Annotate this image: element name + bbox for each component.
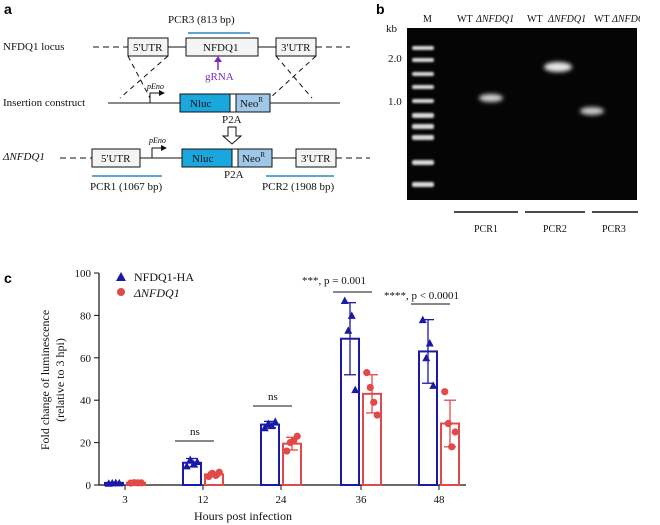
panel-a-letter: a: [4, 1, 12, 17]
insertion-neo-sup: R: [258, 96, 263, 104]
mutant-neo: Neo: [242, 153, 261, 165]
insertion-peno: pEno: [146, 82, 164, 91]
y-tick-label: 80: [80, 310, 92, 322]
data-point: [267, 421, 276, 430]
data-point: [347, 311, 356, 319]
bar: [260, 423, 280, 486]
svg-text:NeoR: NeoR: [240, 96, 263, 110]
x-tick-label: 12: [198, 494, 209, 506]
data-point: [189, 459, 198, 468]
gel-lane-3: WT: [527, 14, 543, 25]
insertion-nluc: Nluc: [190, 98, 212, 110]
legend-label-2: ΔNFDQ1: [133, 286, 180, 300]
gel-size-2kb: 2.0: [388, 53, 402, 65]
mutant-p2a: P2A: [224, 169, 244, 181]
gel-lane-4: ΔNFDQ1: [547, 14, 586, 25]
mutant-5utr: 5'UTR: [101, 153, 131, 165]
data-point: [422, 353, 431, 362]
data-point: [363, 369, 371, 377]
gel-lane-2: ΔNFDQ1: [475, 14, 514, 25]
data-point: [137, 479, 145, 487]
data-point: [344, 326, 353, 334]
gel-lane-5: WT: [594, 14, 610, 25]
locus-gene: NFDQ1: [203, 42, 238, 54]
data-point: [115, 478, 124, 487]
data-point: [370, 398, 378, 406]
mutant-nluc: Nluc: [192, 153, 214, 165]
mutant-3utr: 3'UTR: [301, 153, 331, 165]
gel-kb-label: kb: [386, 23, 398, 35]
gel-size-1kb: 1.0: [388, 96, 402, 108]
mutant-neo-sup: R: [260, 151, 265, 159]
gel-lane-1: WT: [457, 14, 473, 25]
data-point: [351, 385, 360, 394]
x-tick-label: 3: [122, 494, 128, 506]
data-point: [293, 432, 301, 440]
gel-marker-label: M: [423, 14, 432, 25]
plot-area: 0 20 40 60 80 100 3 12 24 36 48: [75, 268, 466, 506]
annotation-48h: ****, p < 0.0001: [384, 290, 459, 302]
data-point: [451, 428, 459, 436]
data-point: [448, 443, 456, 451]
pcr3-label: PCR3 (813 bp): [168, 14, 235, 26]
data-point: [260, 423, 269, 432]
panel-b-gel: b kb M WT ΔNFDQ1 WT ΔNFDQ1 WT ΔNFDQ1 2.0…: [376, 1, 640, 235]
svg-text:NeoR: NeoR: [242, 151, 265, 165]
data-point: [425, 338, 434, 347]
x-axis-title: Hours post infection: [194, 509, 292, 523]
data-point: [215, 468, 223, 476]
panel-a-diagram: a PCR3 (813 bp) NFDQ1 locus 5'UTR NFDQ1 …: [2, 1, 370, 193]
mutant-peno: pEno: [148, 136, 166, 145]
locus-5utr: 5'UTR: [133, 42, 163, 54]
annotation-24h: ns: [268, 391, 278, 403]
data-point: [340, 296, 349, 305]
insertion-label: Insertion construct: [3, 97, 85, 109]
data-point: [271, 417, 280, 425]
data-point: [283, 447, 291, 455]
x-tick-label: 36: [356, 494, 368, 506]
annotation-12h: ns: [190, 426, 200, 438]
x-tick-label: 24: [276, 494, 288, 506]
data-point: [418, 315, 427, 324]
gel-image: [407, 28, 637, 200]
data-point: [186, 455, 195, 464]
legend-marker-1: [116, 272, 126, 281]
panel-b-letter: b: [376, 1, 385, 17]
panel-c-letter: c: [4, 270, 12, 286]
data-point: [429, 381, 438, 389]
pcr2-label: PCR2 (1908 bp): [262, 181, 334, 193]
data-point: [366, 383, 374, 392]
data-point: [373, 411, 381, 419]
locus-3utr: 3'UTR: [281, 42, 311, 54]
mutant-label: ΔNFDQ1: [2, 151, 45, 163]
gel-group-pcr1: PCR1: [474, 224, 498, 235]
insertion-neo: Neo: [240, 98, 259, 110]
pcr1-label: PCR1 (1067 bp): [90, 181, 162, 193]
data-point: [444, 419, 452, 428]
gel-group-pcr2: PCR2: [543, 224, 567, 235]
legend-marker-2: [117, 288, 125, 296]
grna-label: gRNA: [205, 71, 234, 83]
y-tick-label: 20: [80, 438, 92, 450]
data-point: [182, 461, 191, 470]
y-tick-label: 100: [75, 268, 92, 280]
y-tick-label: 0: [86, 480, 92, 492]
data-point: [441, 388, 449, 396]
gel-group-pcr3: PCR3: [602, 224, 626, 235]
locus-label: NFDQ1 locus: [3, 41, 64, 53]
data-point: [193, 457, 202, 466]
gel-lane-6: ΔNFDQ1: [611, 14, 640, 25]
y-tick-label: 40: [80, 395, 92, 407]
legend-label-1: NFDQ1-HA: [134, 270, 194, 284]
y-axis-title: Fold change of luminescence(relative to …: [38, 310, 67, 450]
y-tick-label: 60: [80, 353, 92, 365]
x-tick-label: 48: [434, 494, 446, 506]
annotation-36h: ***, p = 0.001: [302, 275, 366, 287]
insertion-p2a: P2A: [222, 114, 242, 126]
